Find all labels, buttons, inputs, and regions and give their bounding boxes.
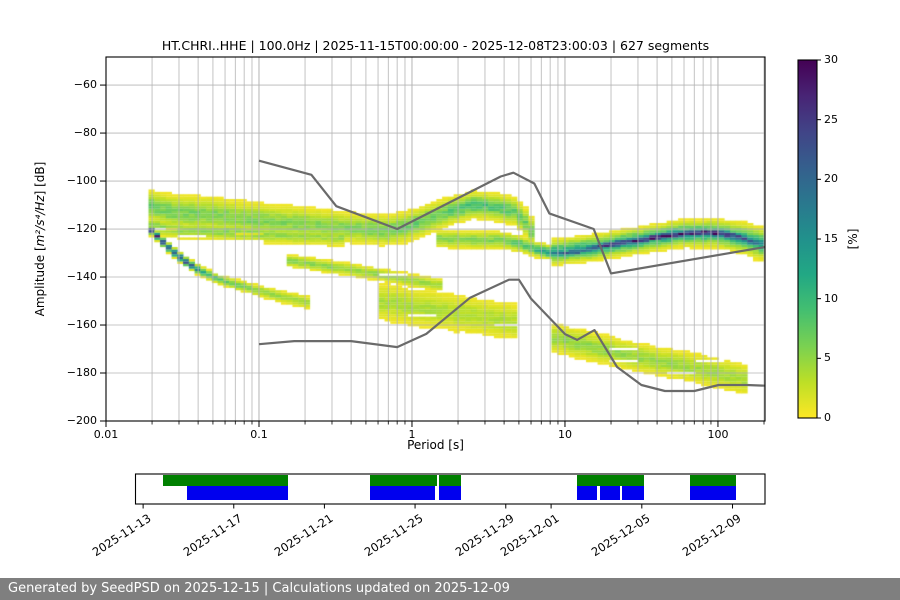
colorbar-label: [%] — [846, 228, 860, 250]
colorbar-tick-label: 20 — [824, 172, 838, 186]
x-tick-label: 0.1 — [250, 428, 268, 441]
y-tick-label: −80 — [73, 126, 97, 140]
timeline-green-segment — [438, 475, 461, 486]
timeline-tick-label: 2025-11-21 — [271, 511, 336, 560]
timeline-tick-label: 2025-11-25 — [362, 511, 426, 560]
y-tick-label: −120 — [66, 222, 97, 236]
colorbar-tick-label: 10 — [824, 291, 838, 305]
timeline-tick-label: 2025-11-13 — [90, 511, 154, 560]
colorbar-tick-label: 25 — [824, 112, 838, 126]
y-tick-label: −60 — [73, 78, 97, 92]
timeline-green-segment — [370, 475, 437, 486]
timeline-blue-segment — [438, 486, 461, 500]
timeline-tick-label: 2025-12-09 — [679, 511, 744, 560]
y-tick-label: −160 — [66, 318, 97, 332]
x-tick-label: 1 — [408, 428, 416, 441]
y-axis-label-units: m²/s⁴/Hz — [33, 195, 47, 247]
footer-bar: Generated by SeedPSD on 2025-12-15 | Cal… — [0, 578, 900, 600]
plot-title: HT.CHRI..HHE | 100.0Hz | 2025-11-15T00:0… — [161, 38, 710, 53]
timeline-blue-segment — [622, 486, 645, 500]
footer-text: Generated by SeedPSD on 2025-12-15 | Cal… — [8, 581, 510, 596]
y-tick-label: −140 — [66, 270, 97, 284]
x-tick-label: 100 — [707, 428, 729, 441]
timeline-green-segment — [163, 475, 289, 486]
ppsd-density-histogram — [106, 57, 765, 421]
timeline-green-segment — [690, 475, 736, 486]
x-tick-label: 10 — [557, 428, 572, 441]
timeline-tick-label: 2025-12-05 — [588, 511, 653, 560]
colorbar-gradient — [798, 60, 817, 418]
timeline-blue-segment — [599, 486, 621, 500]
y-axis-label-suffix: ] [dB] — [33, 161, 47, 196]
colorbar-tick-label: 30 — [824, 53, 838, 66]
x-tick-label: 0.01 — [93, 428, 119, 441]
timeline-blue-segment — [370, 486, 435, 500]
timeline-green-segment — [576, 475, 645, 486]
y-axis-label: Amplitude [m²/s⁴/Hz] [dB] — [33, 162, 47, 317]
colorbar-tick-label: 15 — [824, 232, 838, 245]
x-axis-label: Period [s] — [407, 438, 464, 452]
y-tick-label: −200 — [66, 414, 97, 427]
timeline-tick-label: 2025-11-17 — [180, 511, 245, 560]
timeline-blue-segment — [187, 486, 289, 500]
timeline-blue-segment — [690, 486, 736, 500]
y-tick-label: −180 — [66, 366, 97, 379]
y-axis-label-prefix: Amplitude [ — [33, 246, 47, 317]
colorbar-tick-label: 0 — [824, 411, 831, 424]
colorbar-tick-label: 5 — [824, 351, 831, 365]
y-tick-label: −100 — [66, 174, 97, 188]
timeline-blue-segment — [576, 486, 597, 500]
